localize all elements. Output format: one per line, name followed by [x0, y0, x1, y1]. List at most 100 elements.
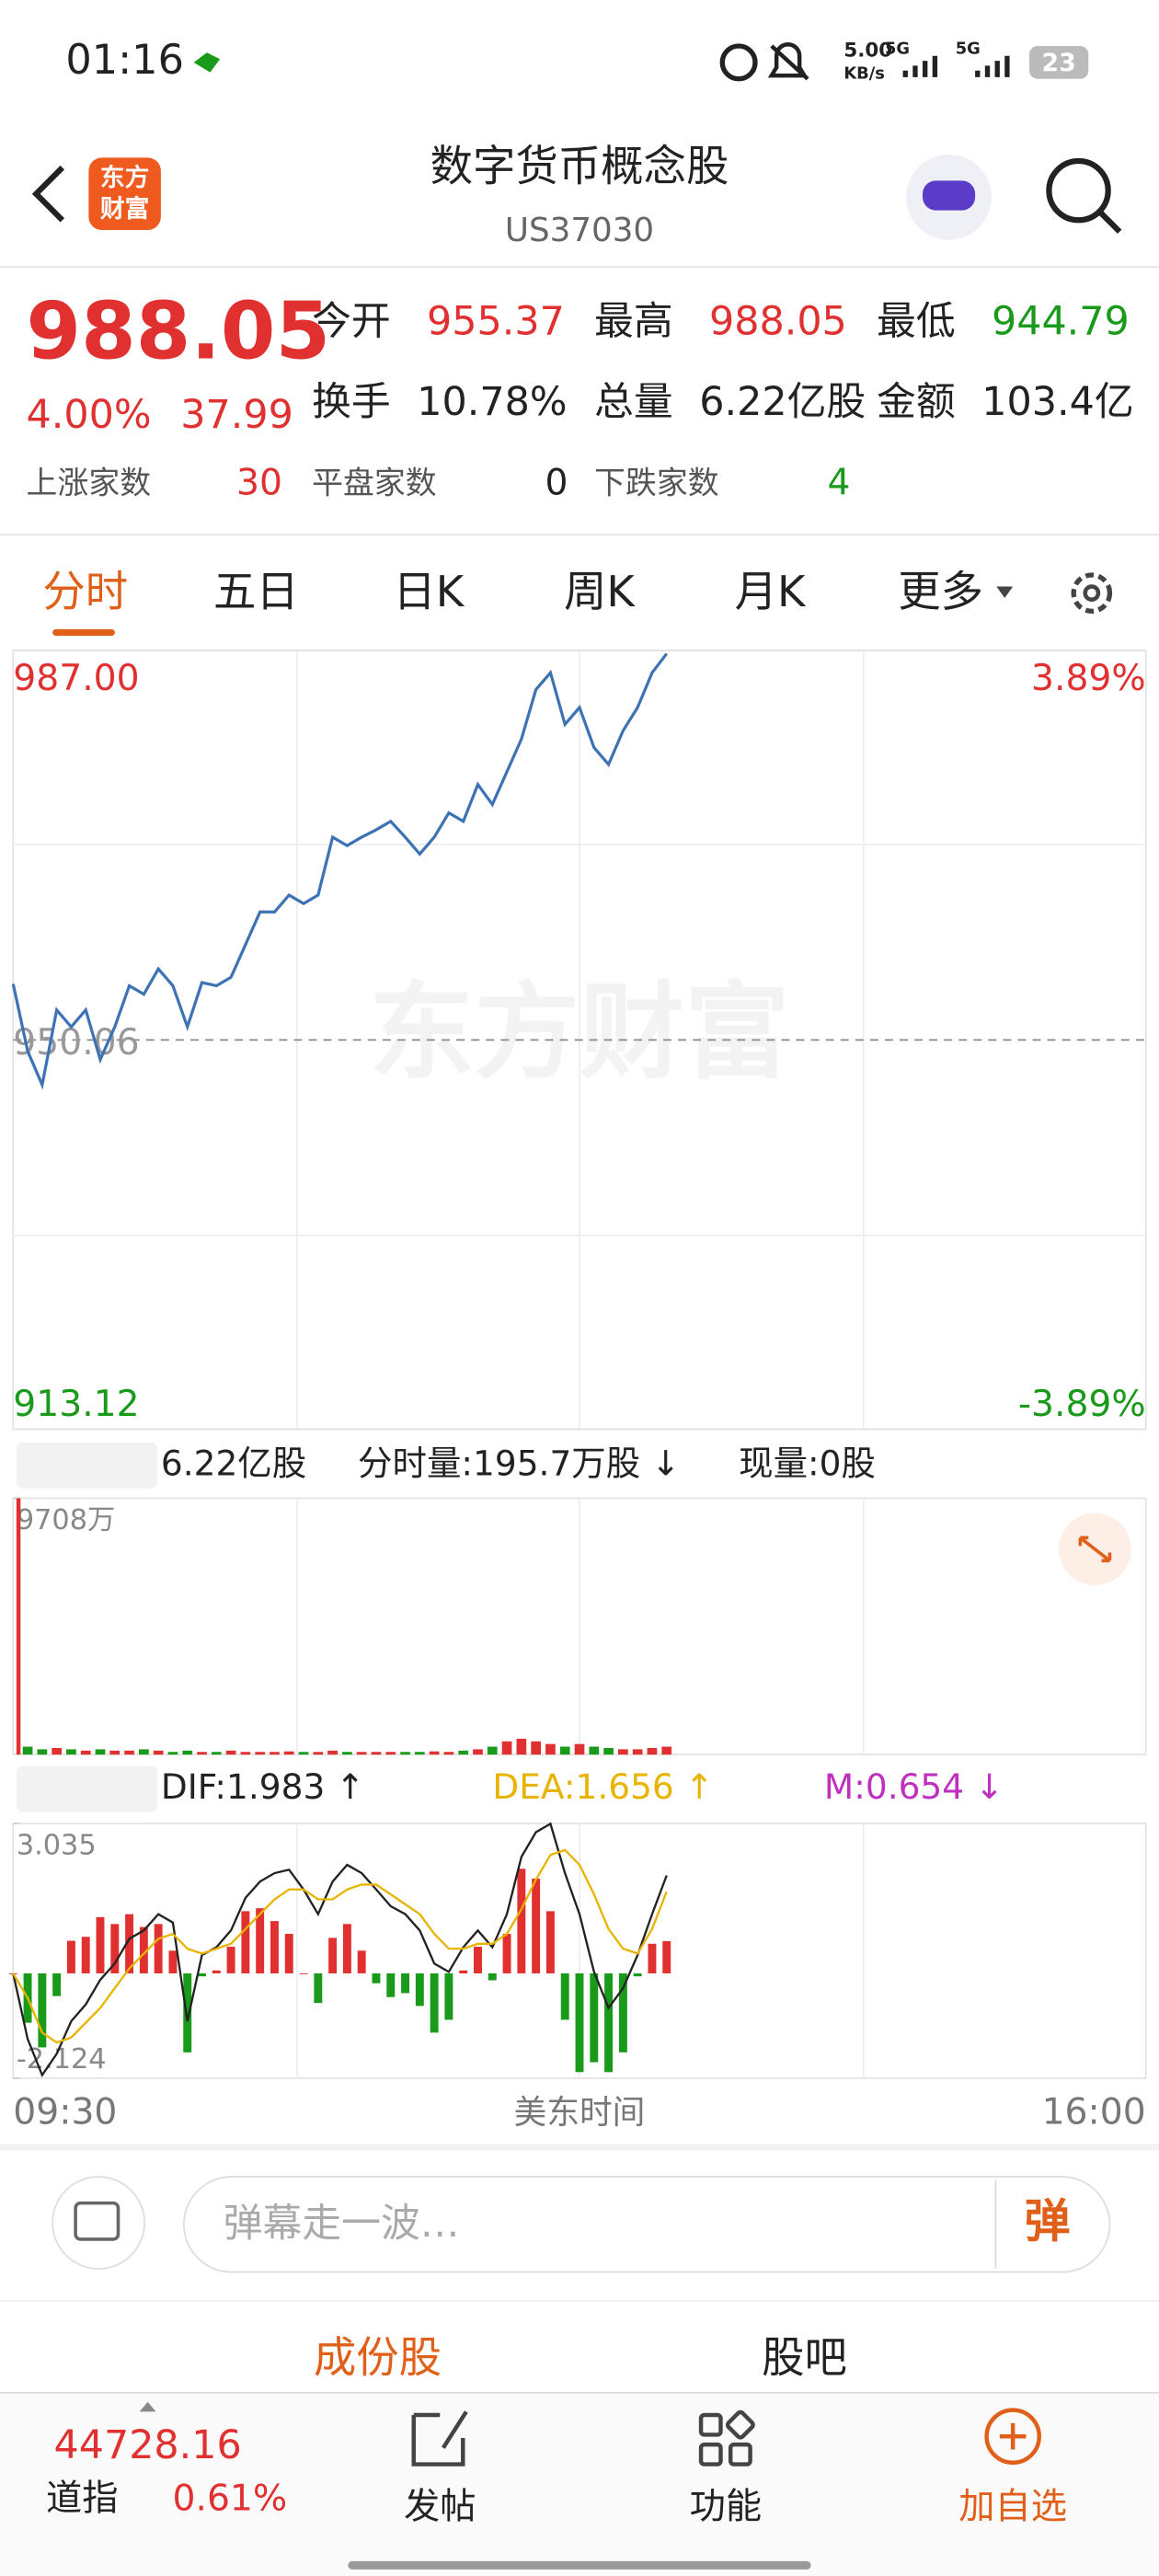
period-tab[interactable]: 日K — [393, 567, 465, 616]
mute-icon — [767, 41, 809, 81]
index-value[interactable]: 44728.16 — [53, 2422, 241, 2468]
volume-readout: 分时量:195.7万股 ↓ — [358, 1443, 680, 1483]
expand-icon — [1078, 1535, 1112, 1563]
macd-readout: DEA:1.656 ↑ — [492, 1766, 714, 1807]
macd-bar — [198, 1972, 206, 1977]
volume-bar — [298, 1752, 309, 1755]
macd-bar — [372, 1972, 381, 1984]
period-tab[interactable]: 分时 — [42, 567, 128, 616]
macd-bar — [401, 1972, 410, 1994]
logo-text: 财富 — [100, 194, 150, 224]
field-value: 944.79 — [992, 298, 1130, 344]
comment-placeholder: 弹幕走一波… — [224, 2201, 460, 2247]
macd-bar — [386, 1972, 396, 1997]
field-value: 103.4亿 — [981, 379, 1133, 425]
search-button[interactable] — [1046, 157, 1111, 224]
post-icon — [411, 2410, 468, 2467]
breadth-value: 30 — [236, 462, 282, 503]
volume-bar — [516, 1738, 527, 1755]
divider — [0, 2144, 1159, 2151]
volume-bar — [385, 1752, 396, 1755]
macd-bar — [545, 1911, 555, 1973]
field-value: 6.22亿股 — [699, 379, 866, 425]
logo-text: 东方 — [100, 163, 150, 192]
back-button[interactable] — [31, 165, 65, 223]
index-change[interactable]: 0.61% — [173, 2478, 288, 2519]
watermark: 东方财富 — [370, 972, 790, 1094]
macd-bar — [212, 1970, 221, 1973]
y2-tick-label: 3.89% — [1031, 658, 1146, 699]
macd-bar — [183, 1972, 192, 2053]
macd-bar — [444, 1972, 453, 2020]
volume-bar — [429, 1751, 440, 1755]
macd-bar — [284, 1934, 293, 1973]
volume-bar — [371, 1752, 382, 1755]
index-name[interactable]: 道指 — [46, 2478, 119, 2519]
volume-bar — [139, 1749, 149, 1755]
breadth-value: 0 — [545, 462, 568, 503]
macd-bar — [459, 1970, 468, 1973]
volume-bar — [80, 1750, 91, 1755]
macd-bar — [590, 1972, 599, 2063]
volume-bar — [661, 1746, 672, 1755]
danmaku-button[interactable]: 弹 — [1025, 2194, 1071, 2248]
nav-item[interactable]: 功能 — [690, 2486, 763, 2527]
volume-bar — [414, 1752, 425, 1755]
volume-bar — [16, 1498, 21, 1755]
avatar-face — [923, 180, 976, 211]
volume-bar — [327, 1750, 338, 1755]
indicator-selector[interactable] — [16, 1765, 158, 1812]
section-tab[interactable]: 股吧 — [762, 2333, 847, 2383]
net-unit: KB/s — [843, 63, 885, 83]
volume-bar — [545, 1743, 556, 1755]
volume-bar — [618, 1749, 628, 1755]
field-value: 955.37 — [427, 298, 565, 344]
macd-bar — [648, 1943, 657, 1973]
field-label: 今开 — [312, 298, 391, 344]
macd-bar — [342, 1924, 351, 1973]
battery — [1029, 46, 1089, 79]
macd-bar — [532, 1878, 541, 1973]
volume-bar — [313, 1752, 324, 1755]
volume-selector[interactable] — [16, 1442, 158, 1489]
macd-bar — [430, 1972, 439, 2033]
settings-button[interactable] — [1071, 572, 1113, 614]
breadth-label: 下跌家数 — [594, 465, 719, 500]
period-tab[interactable]: 五日 — [213, 567, 299, 616]
macd-bar — [575, 1972, 584, 2073]
y-tick-label: 913.12 — [13, 1384, 139, 1425]
battery-level: 23 — [1042, 49, 1076, 77]
signal-bars — [902, 55, 938, 77]
logo[interactable] — [88, 157, 161, 230]
volume-bar — [22, 1746, 33, 1755]
stock-code: US37030 — [505, 212, 654, 249]
macd-bar — [328, 1938, 338, 1973]
nav-item[interactable]: 加自选 — [958, 2486, 1067, 2527]
volume-bar — [197, 1752, 207, 1755]
volume-bar — [632, 1749, 643, 1755]
volume-bar — [400, 1752, 410, 1755]
period-tab[interactable]: 月K — [735, 567, 807, 616]
macd-bar — [618, 1972, 627, 2053]
section-tab[interactable]: 成份股 — [314, 2333, 442, 2383]
comment-input[interactable] — [182, 2176, 1111, 2273]
volume-bar — [182, 1750, 193, 1755]
field-label: 最低 — [877, 298, 956, 344]
nav-item[interactable]: 发帖 — [404, 2486, 476, 2527]
macd-bar — [168, 1950, 178, 1973]
danmaku-settings[interactable] — [52, 2176, 145, 2270]
period-tab[interactable]: 更多 — [898, 567, 983, 616]
y-tick-label: 9708万 — [17, 1504, 115, 1536]
volume-bar — [211, 1752, 222, 1755]
macd-line — [12, 1848, 668, 2044]
volume-bar — [531, 1741, 541, 1755]
macd-bar — [633, 1972, 642, 1977]
volume-bar — [225, 1750, 236, 1755]
macd-bar — [299, 1972, 308, 1974]
x-tick-label: 16:00 — [1042, 2092, 1146, 2133]
volume-bar — [52, 1747, 62, 1755]
macd-bar — [314, 1972, 323, 2004]
x-axis-label: 美东时间 — [514, 2094, 646, 2132]
period-tab[interactable]: 周K — [564, 567, 636, 616]
